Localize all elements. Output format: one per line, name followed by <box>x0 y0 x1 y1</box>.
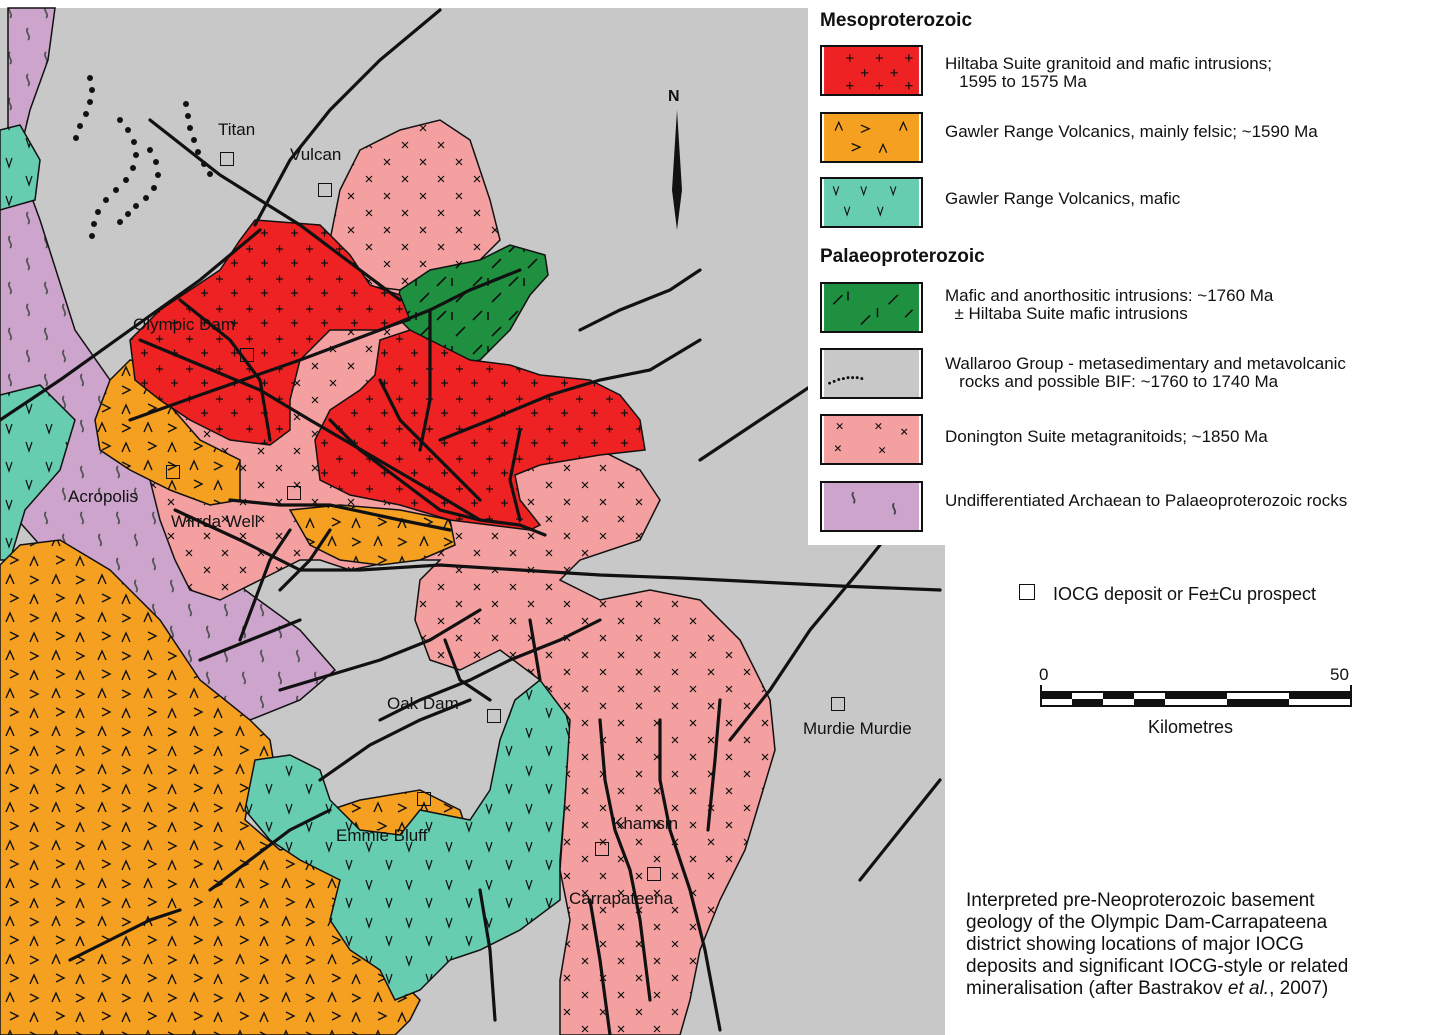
grv-felsic-unit-wirrda <box>288 504 456 566</box>
scale-bar-end: 50 <box>1330 665 1349 684</box>
deposit-label-khamsin: Khamsin <box>612 814 679 833</box>
legend-label-grv-mafic: Gawler Range Volcanics, mafic <box>945 189 1181 208</box>
legend-swatch-grv-felsic <box>820 112 923 163</box>
deposit-label-emmie-bluff: Emmie Bluff <box>336 826 428 845</box>
deposit-marker-titan[interactable] <box>220 152 234 166</box>
deposit-marker-acropolis[interactable] <box>166 465 180 479</box>
legend-swatch-hiltaba <box>820 45 923 96</box>
deposit-label-oak-dam: Oak Dam <box>387 694 459 713</box>
legend-swatch-wallaroo <box>820 348 923 399</box>
legend-label-wallaroo: Wallaroo Group - metasedimentary and met… <box>945 354 1346 391</box>
deposit-marker-carrapateena[interactable] <box>647 867 661 881</box>
legend: Mesoproterozoic Hiltaba Suite granitoid … <box>808 0 1440 545</box>
legend-swatch-mafic-anorthositic <box>820 282 923 333</box>
deposit-marker-wirrda-well[interactable] <box>287 486 301 500</box>
scale-bar-start: 0 <box>1039 665 1049 684</box>
legend-heading-mesoproterozoic: Mesoproterozoic <box>820 10 973 31</box>
legend-label-donington: Donington Suite metagranitoids; ~1850 Ma <box>945 427 1268 446</box>
map-caption: Interpreted pre-Neoproterozoic basement … <box>966 890 1349 999</box>
bif-dotted-lines <box>73 75 213 239</box>
deposit-label-vulcan: Vulcan <box>290 145 342 164</box>
deposit-marker-khamsin[interactable] <box>595 842 609 856</box>
scale-bar <box>1040 685 1352 707</box>
deposit-symbol-label: IOCG deposit or Fe±Cu prospect <box>1053 584 1316 604</box>
geology-map <box>0 7 945 1035</box>
north-arrow-icon <box>672 110 682 230</box>
legend-label-mafic-anorthositic: Mafic and anorthositic intrusions: ~1760… <box>945 286 1274 323</box>
legend-label-grv-felsic: Gawler Range Volcanics, mainly felsic; ~… <box>945 122 1318 141</box>
deposit-symbol-icon <box>1019 584 1035 600</box>
deposit-label-titan: Titan <box>218 120 256 139</box>
deposit-marker-murdie-murdie[interactable] <box>831 697 845 711</box>
deposit-label-murdie-murdie: Murdie Murdie <box>803 719 912 738</box>
deposit-label-acropolis: Acropolis <box>68 487 138 506</box>
deposit-label-carrapateena: Carrapateena <box>569 889 673 908</box>
deposit-marker-vulcan[interactable] <box>318 183 332 197</box>
legend-swatch-grv-mafic <box>820 177 923 228</box>
scale-bar-unit: Kilometres <box>1148 717 1234 737</box>
legend-heading-palaeoproterozoic: Palaeoproterozoic <box>820 246 985 267</box>
legend-swatch-archaean <box>820 481 923 532</box>
deposit-marker-olympic-dam[interactable] <box>240 348 254 362</box>
deposit-marker-oak-dam[interactable] <box>487 709 501 723</box>
legend-swatch-donington <box>820 414 923 465</box>
north-arrow-label: N <box>668 88 680 105</box>
deposit-marker-emmie-bluff[interactable] <box>417 792 431 806</box>
deposit-label-wirrda-well: Wirrda Well <box>171 512 259 531</box>
legend-label-hiltaba: Hiltaba Suite granitoid and mafic intrus… <box>945 54 1272 91</box>
legend-label-archaean: Undifferentiated Archaean to Palaeoprote… <box>945 491 1348 510</box>
deposit-label-olympic-dam: Olympic Dam <box>133 315 236 334</box>
fault-lines <box>0 8 942 1035</box>
